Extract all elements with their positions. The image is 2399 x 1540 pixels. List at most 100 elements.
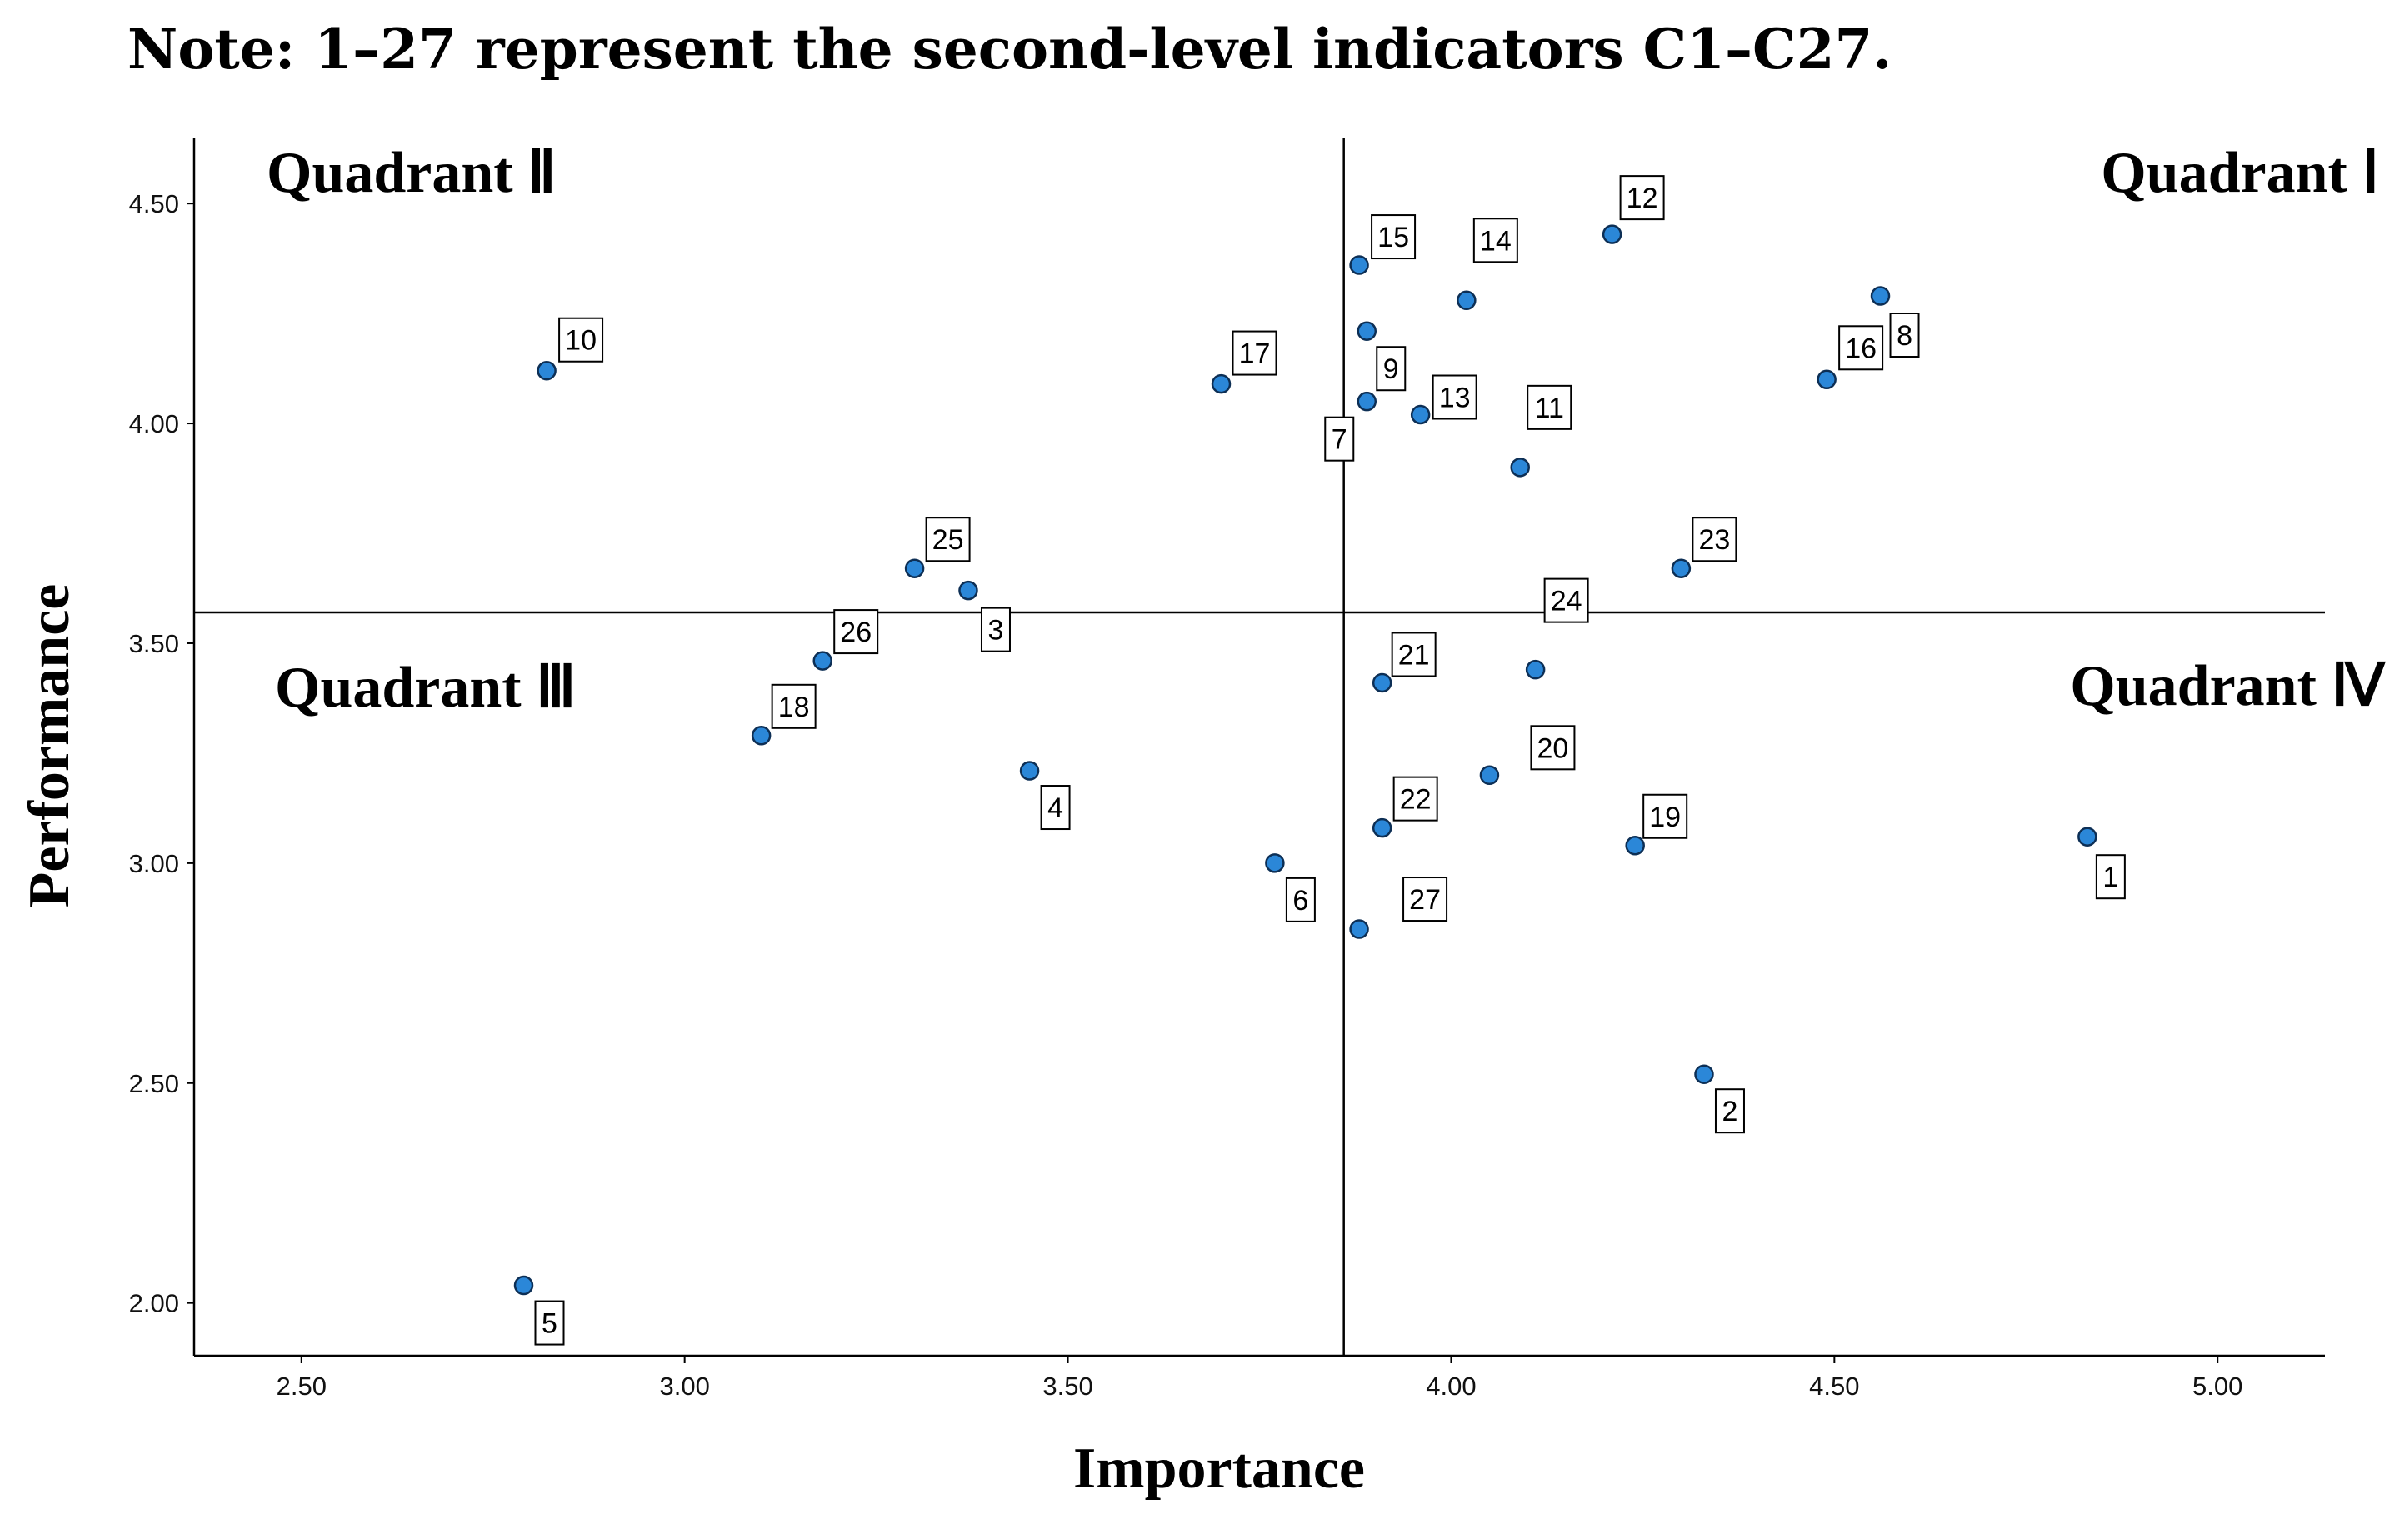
point-label-12: 12 — [1627, 182, 1658, 214]
y-tick-label: 3.50 — [129, 629, 179, 658]
point-label-box-6 — [1285, 877, 1316, 922]
reference-lines — [194, 138, 2325, 1356]
point-label-22: 22 — [1400, 784, 1432, 816]
data-point-1 — [2077, 827, 2097, 847]
data-point-23 — [1671, 558, 1692, 578]
data-point-8 — [1870, 286, 1891, 306]
point-label-24: 24 — [1551, 586, 1582, 618]
point-label-21: 21 — [1398, 639, 1430, 671]
quadrant-label-q1: Quadrant Ⅰ — [2101, 141, 2379, 205]
point-label-1: 1 — [2102, 862, 2118, 893]
data-point-21 — [1372, 672, 1392, 693]
x-tick-label: 4.50 — [1809, 1372, 1859, 1401]
point-label-2: 2 — [1722, 1096, 1738, 1128]
point-label-4: 4 — [1047, 792, 1063, 824]
point-label-box-20 — [1530, 725, 1576, 771]
data-point-18 — [751, 726, 772, 746]
point-label-25: 25 — [932, 524, 964, 556]
data-point-6 — [1265, 853, 1285, 873]
point-label-5: 5 — [542, 1308, 557, 1340]
point-label-box-12 — [1619, 175, 1665, 221]
x-axis-title: Importance — [1073, 1437, 1365, 1501]
point-label-27: 27 — [1409, 884, 1441, 916]
point-label-box-13 — [1432, 374, 1477, 420]
data-points — [513, 224, 2097, 1296]
y-tick-label: 4.00 — [129, 409, 179, 438]
point-label-box-9 — [1376, 346, 1407, 392]
point-label-box-25 — [925, 517, 971, 562]
point-label-box-24 — [1543, 578, 1589, 623]
data-point-16 — [1817, 369, 1837, 390]
point-label-box-4 — [1040, 785, 1071, 831]
point-labels: 1234567891011121314151617181920212223242… — [534, 175, 2126, 1346]
point-label-box-22 — [1392, 776, 1438, 822]
point-label-11: 11 — [1535, 392, 1564, 424]
point-label-box-3 — [980, 607, 1011, 652]
point-label-16: 16 — [1845, 332, 1877, 364]
data-point-15 — [1349, 255, 1369, 275]
x-tick-label: 5.00 — [2192, 1372, 2242, 1401]
plot-frame — [192, 138, 2325, 1358]
data-point-24 — [1525, 659, 1546, 680]
data-point-22 — [1372, 818, 1392, 838]
x-tick-label: 4.00 — [1426, 1372, 1476, 1401]
data-point-2 — [1694, 1064, 1714, 1084]
point-label-box-10 — [558, 317, 604, 362]
point-label-box-5 — [534, 1300, 565, 1346]
point-label-23: 23 — [1698, 524, 1730, 556]
point-label-box-15 — [1371, 214, 1417, 260]
point-label-box-16 — [1838, 325, 1884, 371]
point-label-box-23 — [1692, 517, 1737, 562]
quadrant-label-q4: Quadrant Ⅳ — [2070, 654, 2386, 718]
data-point-12 — [1602, 224, 1622, 244]
data-point-25 — [904, 558, 925, 578]
y-tick-label: 4.50 — [129, 189, 179, 218]
point-label-26: 26 — [840, 617, 872, 648]
point-label-8: 8 — [1897, 320, 1912, 352]
data-point-27 — [1349, 919, 1369, 939]
data-point-13 — [1410, 404, 1431, 425]
point-label-19: 19 — [1649, 802, 1681, 833]
data-point-26 — [812, 651, 832, 671]
y-axis-title: Performance — [17, 584, 82, 908]
point-label-box-7 — [1324, 416, 1355, 462]
data-point-4 — [1019, 761, 1040, 781]
data-point-19 — [1625, 836, 1645, 856]
x-tick-label: 2.50 — [277, 1372, 327, 1401]
point-label-box-1 — [2095, 854, 2126, 900]
point-label-18: 18 — [778, 692, 810, 723]
point-label-15: 15 — [1377, 222, 1409, 253]
y-tick-label: 2.00 — [129, 1289, 179, 1318]
point-label-7: 7 — [1332, 424, 1347, 456]
point-label-box-26 — [833, 609, 879, 655]
quadrant-label-q3: Quadrant Ⅲ — [275, 656, 576, 720]
data-point-17 — [1211, 373, 1232, 394]
point-label-box-18 — [771, 683, 817, 729]
x-tick-label: 3.50 — [1042, 1372, 1092, 1401]
data-point-3 — [958, 580, 978, 601]
point-label-6: 6 — [1292, 885, 1308, 917]
point-label-box-14 — [1472, 218, 1518, 263]
chart-note: Note: 1–27 represent the second-level in… — [127, 17, 1892, 82]
point-label-box-2 — [1714, 1088, 1745, 1134]
data-point-7 — [1357, 391, 1377, 412]
point-label-17: 17 — [1239, 338, 1271, 370]
point-label-box-21 — [1391, 632, 1437, 678]
data-point-20 — [1479, 765, 1500, 786]
data-point-9 — [1357, 321, 1377, 341]
data-point-14 — [1457, 290, 1477, 311]
y-axis-ticks: 2.00 2.50 3.00 3.50 4.00 4.50 — [129, 189, 194, 1318]
quadrant-labels: Quadrant Ⅰ Quadrant Ⅱ Quadrant Ⅲ Quadrant Ⅳ — [267, 141, 2386, 720]
y-tick-label: 3.00 — [129, 849, 179, 878]
point-label-box-17 — [1232, 330, 1277, 376]
point-label-3: 3 — [988, 615, 1004, 647]
y-tick-label: 2.50 — [129, 1069, 179, 1098]
point-label-box-8 — [1889, 312, 1920, 358]
point-label-14: 14 — [1480, 225, 1512, 257]
point-label-box-19 — [1642, 793, 1688, 839]
x-axis-ticks: 2.50 3.00 3.50 4.00 4.50 5.00 — [277, 1356, 2242, 1401]
data-point-11 — [1510, 458, 1530, 478]
quadrant-label-q2: Quadrant Ⅱ — [267, 141, 557, 205]
